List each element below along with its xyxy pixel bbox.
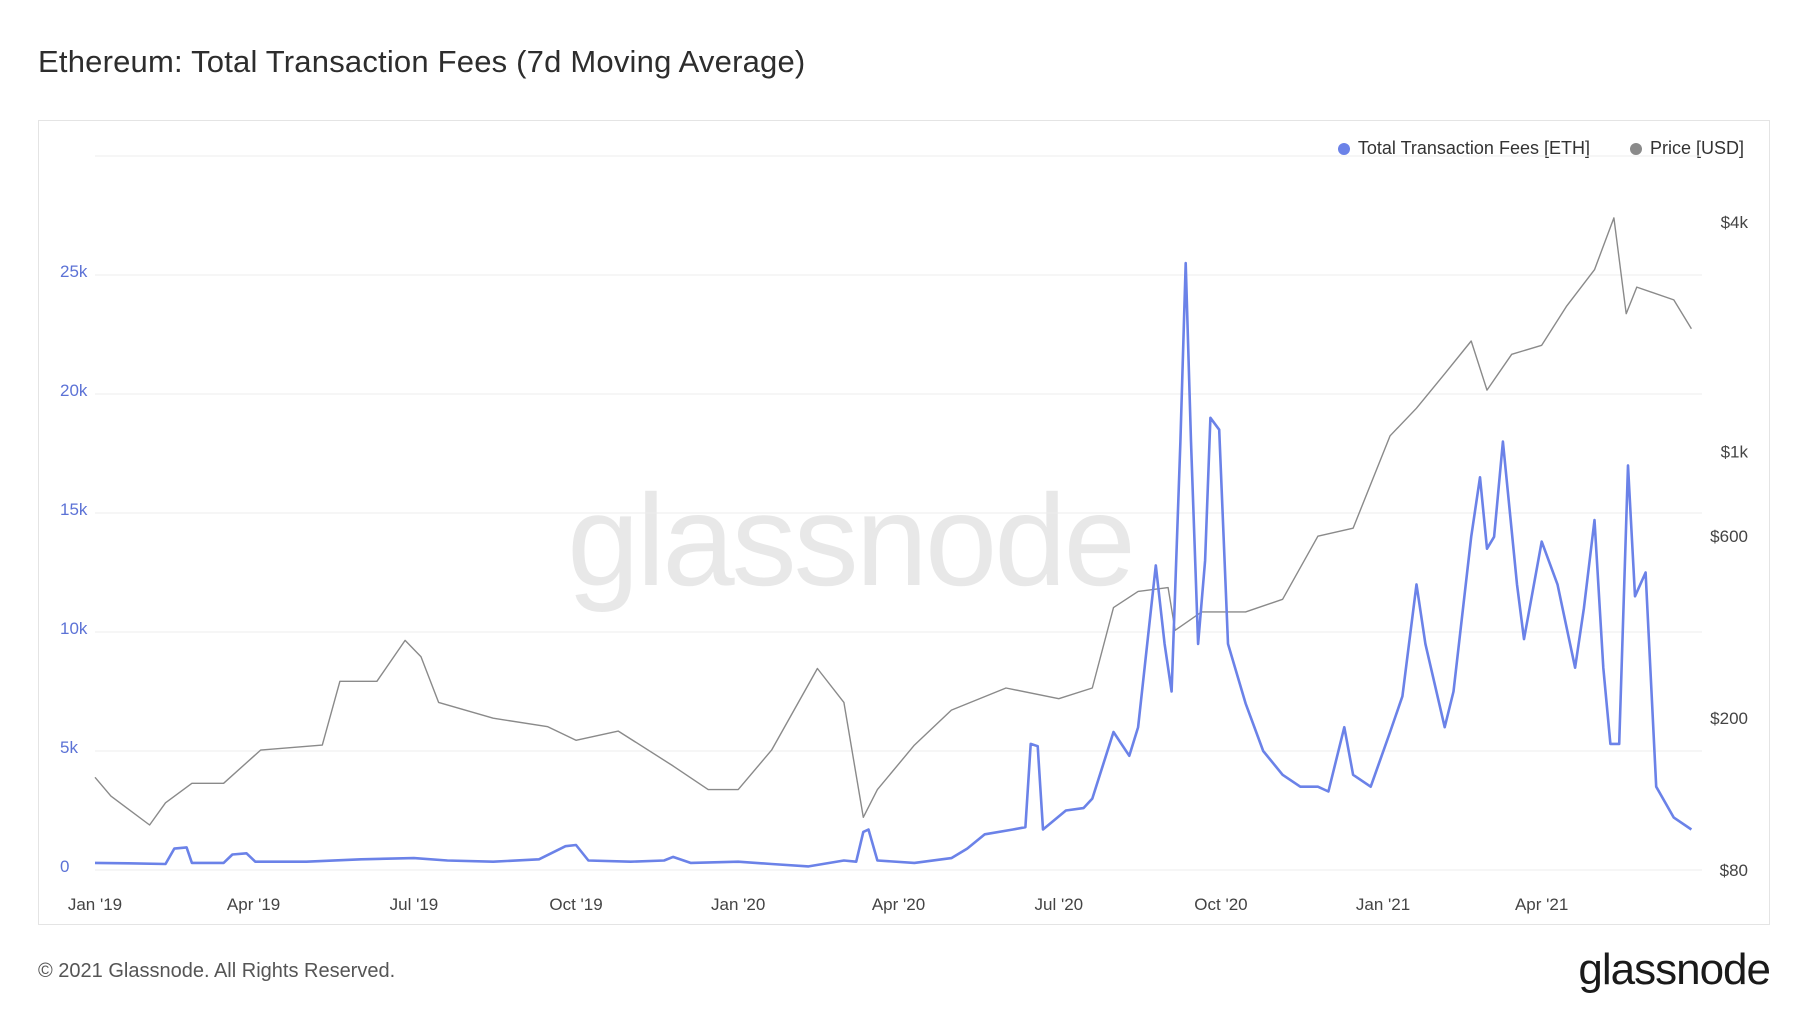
x-tick-label: Jul '19: [390, 895, 439, 914]
right-tick-label: $200: [1710, 709, 1748, 728]
right-tick-label: $1k: [1721, 443, 1749, 462]
x-axis: Jan '19 Apr '19 Jul '19 Oct '19 Jan '20 Apr '…: [68, 895, 1568, 914]
left-tick-label: 5k: [60, 738, 78, 757]
price-line: [94, 217, 1692, 826]
left-axis: 0 5k 10k 15k 20k 25k: [60, 262, 88, 876]
grid-lines: [95, 155, 1702, 871]
fees-line: [94, 261, 1693, 868]
right-tick-label: $80: [1720, 861, 1748, 880]
x-tick-label: Jan '19: [68, 895, 122, 914]
legend-item-price[interactable]: Price [USD]: [1629, 138, 1744, 159]
legend-label-price: Price [USD]: [1649, 138, 1744, 158]
legend-label-fees: Total Transaction Fees [ETH]: [1357, 138, 1590, 158]
x-tick-label: Jan '21: [1356, 895, 1410, 914]
x-tick-label: Apr '19: [227, 895, 280, 914]
left-tick-label: 0: [60, 857, 69, 876]
x-tick-label: Apr '21: [1515, 895, 1568, 914]
chart-panel: [38, 120, 1770, 925]
glassnode-logo[interactable]: glassnode: [1578, 945, 1771, 994]
series-group: [94, 217, 1693, 868]
x-tick-label: Jul '20: [1035, 895, 1084, 914]
x-tick-label: Oct '20: [1194, 895, 1247, 914]
right-axis: $80 $200 $600 $1k $4k: [1710, 213, 1748, 880]
x-tick-label: Apr '20: [872, 895, 925, 914]
left-tick-label: 25k: [60, 262, 88, 281]
left-tick-label: 20k: [60, 381, 88, 400]
legend-dot-price: [1629, 142, 1642, 155]
left-tick-label: 15k: [60, 500, 88, 519]
x-tick-label: Jan '20: [711, 895, 765, 914]
chart-legend: Total Transaction Fees [ETH] Price [USD]: [1337, 138, 1744, 159]
chart-title: Ethereum: Total Transaction Fees (7d Mov…: [38, 44, 806, 79]
x-tick-label: Oct '19: [549, 895, 602, 914]
right-tick-label: $4k: [1721, 213, 1749, 232]
left-tick-label: 10k: [60, 619, 88, 638]
watermark: glassnode: [567, 467, 1133, 613]
legend-item-fees[interactable]: Total Transaction Fees [ETH]: [1337, 138, 1590, 159]
copyright-footer: © 2021 Glassnode. All Rights Reserved.: [38, 960, 396, 982]
right-tick-label: $600: [1710, 527, 1748, 546]
legend-dot-fees: [1337, 142, 1350, 155]
